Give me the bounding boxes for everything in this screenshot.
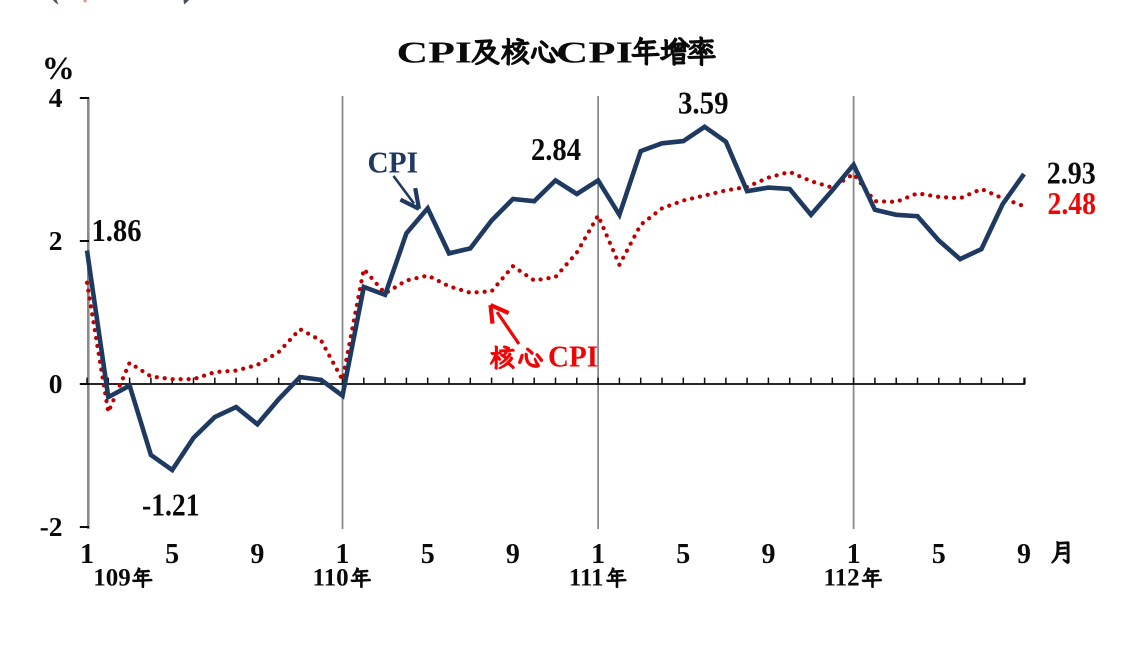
svg-text:-1.21: -1.21	[142, 487, 200, 523]
svg-text:0: 0	[49, 368, 63, 399]
svg-text:9: 9	[250, 539, 264, 570]
svg-text:CPI: CPI	[548, 339, 598, 374]
svg-text:2.48: 2.48	[1048, 185, 1097, 221]
svg-text:9: 9	[1017, 539, 1031, 570]
svg-text:110: 110	[312, 565, 348, 592]
svg-text:111: 111	[569, 565, 604, 592]
svg-text:2.84: 2.84	[531, 131, 581, 167]
svg-text:1: 1	[80, 539, 94, 570]
svg-text:2.93: 2.93	[1047, 155, 1096, 191]
svg-text:3.59: 3.59	[678, 85, 729, 121]
svg-text:-2: -2	[40, 511, 63, 542]
svg-text:2: 2	[49, 225, 63, 256]
svg-text:109: 109	[93, 565, 131, 592]
svg-text:112: 112	[824, 565, 860, 592]
svg-text:CPI: CPI	[397, 36, 473, 70]
svg-text:9: 9	[506, 539, 520, 570]
svg-text:CPI: CPI	[556, 36, 633, 70]
svg-text:CPI: CPI	[368, 145, 419, 180]
svg-text:1.86: 1.86	[92, 212, 142, 248]
svg-text:9: 9	[761, 539, 775, 570]
svg-text:1: 1	[336, 539, 350, 570]
svg-text:5: 5	[165, 539, 179, 570]
svg-text:1: 1	[591, 539, 605, 570]
svg-text:5: 5	[421, 539, 435, 570]
svg-text:4: 4	[49, 82, 63, 113]
svg-text:5: 5	[676, 539, 690, 570]
svg-text:1: 1	[847, 539, 861, 570]
svg-text:%: %	[42, 51, 75, 87]
svg-text:5: 5	[932, 539, 946, 570]
